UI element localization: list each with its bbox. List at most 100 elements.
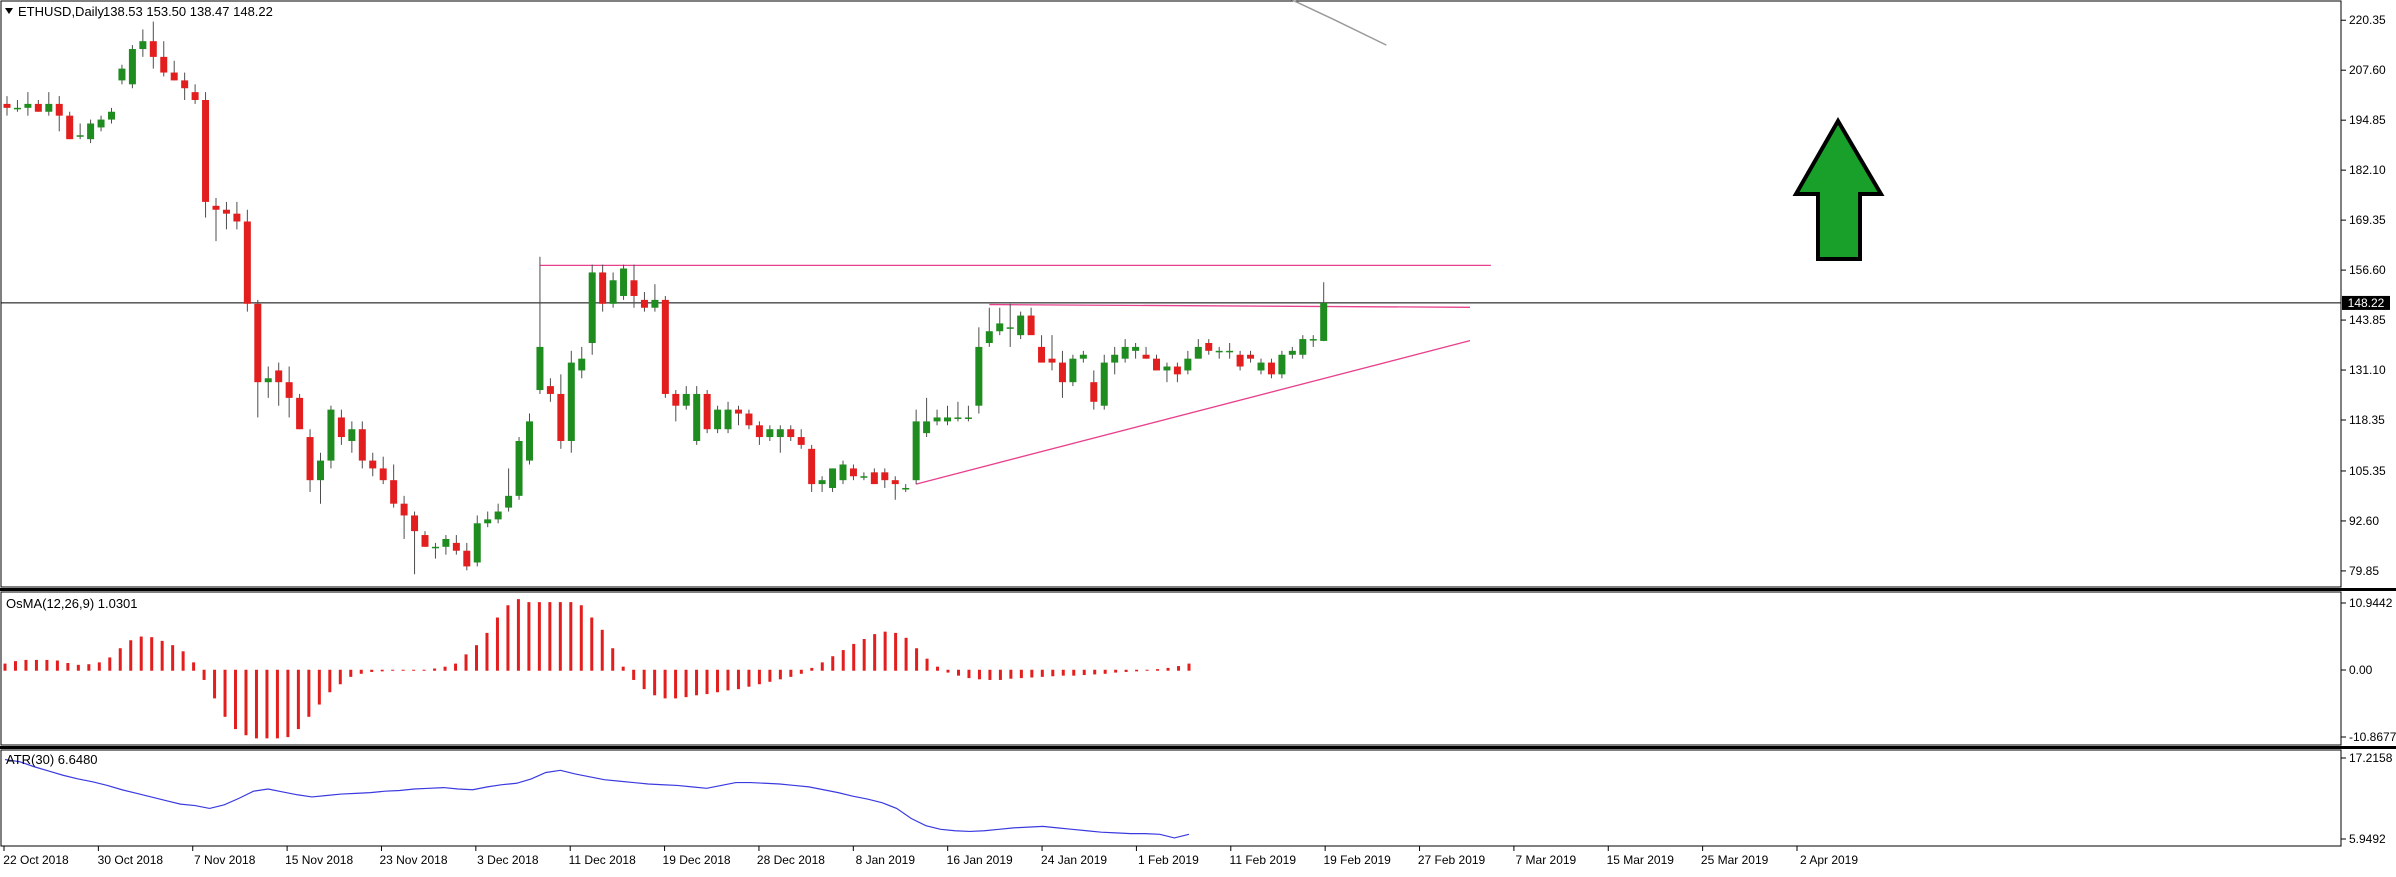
- candle: [818, 476, 826, 492]
- candle-body-down: [599, 272, 607, 304]
- osma-axis[interactable]: 10.9442 0.00 -10.8677: [2341, 596, 2396, 744]
- date-tick-label: 3 Dec 2018: [477, 853, 539, 867]
- osma-pane-frame: [0, 591, 2342, 746]
- osma-histogram-layer: [3, 599, 1191, 739]
- candle: [76, 123, 84, 140]
- candle: [1017, 311, 1025, 340]
- candle: [421, 531, 429, 547]
- candle-body-up: [933, 417, 941, 422]
- candle: [661, 295, 669, 398]
- candle-body-up: [923, 421, 931, 434]
- candle: [1320, 282, 1328, 342]
- candle-body-up: [484, 519, 492, 524]
- candle: [181, 72, 189, 100]
- price-tick-label: 220.35: [2349, 13, 2386, 27]
- candle: [275, 362, 283, 406]
- candle: [379, 456, 387, 485]
- price-tick-label: 105.35: [2349, 464, 2386, 478]
- candle: [891, 476, 899, 500]
- candle-body-down: [1267, 362, 1275, 375]
- price-axis[interactable]: 220.35 207.60 194.85 182.10 169.35 156.60 143.…: [2341, 13, 2386, 578]
- candle-body-down: [1142, 354, 1150, 359]
- candle-body-down: [149, 41, 157, 57]
- candle-body-down: [808, 448, 816, 485]
- candle-body-down: [254, 303, 262, 383]
- candle: [160, 41, 168, 77]
- candle: [881, 468, 889, 489]
- candle: [797, 429, 805, 449]
- date-tick-label: 24 Jan 2019: [1041, 853, 1107, 867]
- date-axis[interactable]: 22 Oct 2018 30 Oct 2018 7 Nov 2018 15 Nov 2…: [3, 846, 1858, 867]
- candle-body-up: [902, 488, 910, 490]
- candle: [1194, 339, 1202, 359]
- candle: [1247, 350, 1255, 363]
- candle: [3, 96, 11, 116]
- candle: [735, 405, 742, 426]
- candle: [285, 366, 293, 418]
- candle: [1215, 346, 1223, 359]
- candle: [599, 264, 607, 312]
- candle: [202, 92, 210, 218]
- candle-body-down: [390, 480, 398, 504]
- moving-average-layer: [1290, 0, 1387, 46]
- candle: [1173, 362, 1181, 383]
- candle: [411, 511, 419, 575]
- candle-body-up: [494, 511, 502, 520]
- candle-body-down: [463, 550, 471, 567]
- candle: [358, 421, 366, 469]
- trendline-2[interactable]: [915, 340, 1471, 485]
- candle-body-up: [1215, 350, 1223, 353]
- candle-body-down: [1205, 342, 1213, 351]
- date-tick-label: 25 Mar 2019: [1701, 853, 1769, 867]
- candle: [1226, 342, 1234, 359]
- candle: [808, 444, 816, 492]
- trendline-layer[interactable]: [539, 264, 1491, 485]
- candle-body-down: [703, 393, 711, 430]
- date-tick-label: 16 Jan 2019: [947, 853, 1013, 867]
- candle-body-down: [1236, 354, 1244, 367]
- candle-body-down: [337, 417, 345, 438]
- candle: [1205, 339, 1213, 355]
- candle-body-up: [1111, 354, 1119, 363]
- candle: [1184, 350, 1192, 375]
- candle: [118, 64, 126, 85]
- candle-body-down: [1038, 346, 1046, 363]
- candle: [567, 350, 575, 453]
- date-tick-label: 1 Feb 2019: [1138, 853, 1199, 867]
- current-price-box: [2342, 295, 2390, 310]
- candle: [1121, 339, 1129, 363]
- symbol-dropdown-icon[interactable]: [5, 8, 13, 14]
- candle-body-down: [411, 515, 419, 532]
- candle-body-up: [1163, 366, 1171, 371]
- candle: [24, 92, 32, 116]
- candle: [463, 542, 471, 571]
- candle: [97, 115, 105, 132]
- candle-body-down: [1090, 382, 1098, 402]
- candle-body-up: [515, 440, 523, 496]
- candle-body-down: [1048, 358, 1056, 363]
- candle-body-up: [724, 409, 732, 430]
- candle-body-up: [1069, 358, 1077, 383]
- candle: [473, 515, 481, 567]
- candle-body-down: [400, 503, 408, 516]
- price-tick-label: 79.85: [2349, 564, 2379, 578]
- candle-body-down: [1058, 362, 1066, 383]
- candle-body-down: [34, 103, 42, 112]
- candle-body-up: [1278, 354, 1286, 375]
- candle: [128, 45, 136, 89]
- candle: [1257, 358, 1265, 375]
- candle-body-down: [3, 103, 11, 108]
- candle: [212, 197, 220, 242]
- date-tick-label: 2 Apr 2019: [1800, 853, 1858, 867]
- candle-body-up: [536, 346, 544, 391]
- candle-body-down: [891, 480, 899, 485]
- trendline-1[interactable]: [989, 303, 1471, 308]
- candle-body-up: [985, 331, 993, 343]
- atr-axis[interactable]: 17.2158 5.9492: [2341, 751, 2393, 846]
- candle-body-down: [787, 429, 795, 438]
- price-tick-label: 156.60: [2349, 263, 2386, 277]
- candle-body-down: [296, 397, 304, 430]
- candle: [588, 264, 596, 355]
- candle-body-down: [212, 205, 220, 210]
